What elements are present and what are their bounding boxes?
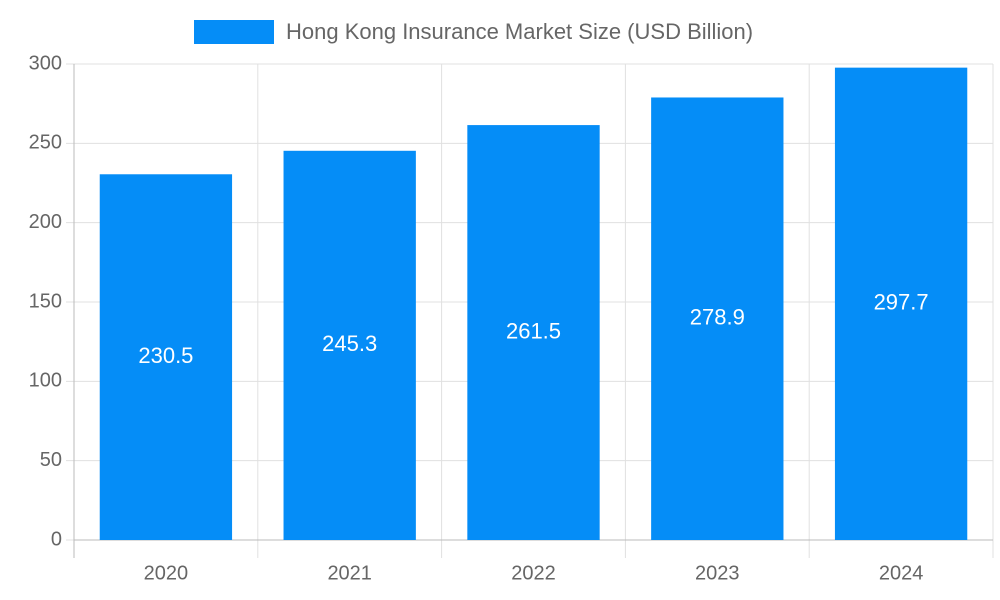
y-tick-label: 50 [40,449,62,471]
y-tick-label: 150 [29,290,62,312]
x-tick-label: 2023 [695,562,740,584]
value-label: 278.9 [690,305,745,330]
x-tick-label: 2020 [144,562,189,584]
legend: Hong Kong Insurance Market Size (USD Bil… [194,19,753,44]
x-tick-label: 2022 [511,562,556,584]
bar [99,174,233,541]
legend-swatch [194,20,274,44]
x-tick-label: 2021 [327,562,372,584]
bar [834,67,968,541]
bar [467,125,600,540]
value-label: 230.5 [138,343,193,368]
y-tick-label: 0 [51,528,62,550]
x-tick-label: 2024 [879,562,924,584]
legend-label: Hong Kong Insurance Market Size (USD Bil… [286,19,753,44]
bar [283,150,416,541]
value-label: 245.3 [322,331,377,356]
y-tick-label: 100 [29,370,62,392]
y-tick-label: 250 [29,132,62,154]
y-tick-label: 300 [29,52,62,74]
value-label: 297.7 [874,290,929,315]
y-tick-label: 200 [29,211,62,233]
value-label: 261.5 [506,318,561,343]
bar [651,97,784,540]
